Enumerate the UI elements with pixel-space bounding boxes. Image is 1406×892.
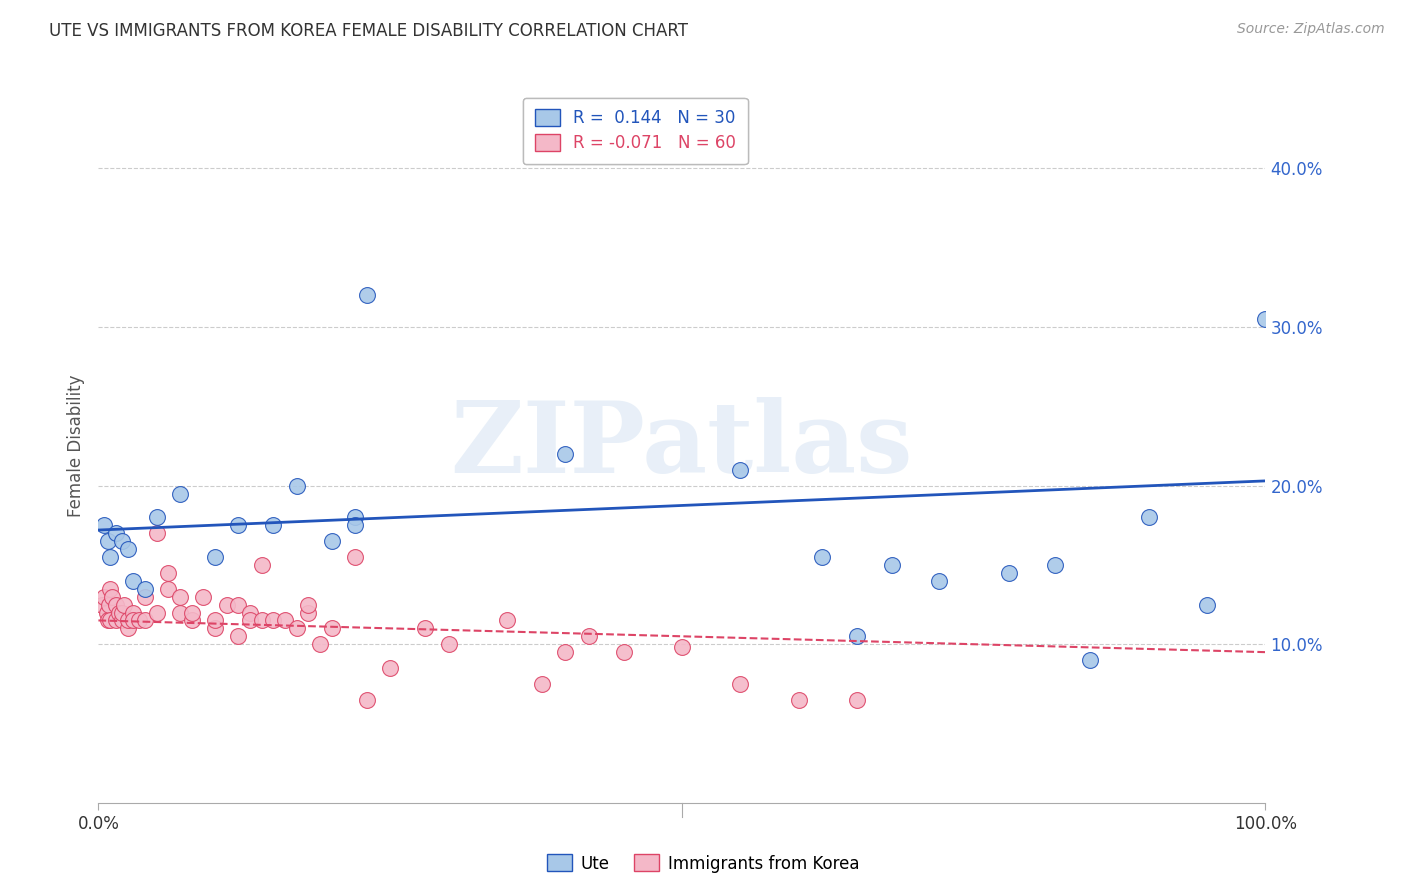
Point	[93, 518, 115, 533]
Point	[578, 629, 600, 643]
Point	[111, 606, 134, 620]
Point	[134, 590, 156, 604]
Point	[239, 606, 262, 620]
Point	[1254, 312, 1277, 326]
Point	[811, 549, 834, 564]
Point	[104, 526, 127, 541]
Point	[344, 549, 367, 564]
Y-axis label: Female Disability: Female Disability	[66, 375, 84, 517]
Point	[239, 614, 262, 628]
Point	[997, 566, 1019, 580]
Point	[297, 606, 319, 620]
Point	[169, 606, 191, 620]
Point	[104, 598, 127, 612]
Point	[228, 629, 250, 643]
Point	[1195, 598, 1218, 612]
Point	[228, 598, 250, 612]
Point	[262, 518, 284, 533]
Point	[122, 606, 145, 620]
Point	[530, 677, 553, 691]
Point	[274, 614, 297, 628]
Point	[97, 614, 120, 628]
Point	[97, 598, 120, 612]
Point	[90, 598, 112, 612]
Text: ZIPatlas: ZIPatlas	[451, 398, 912, 494]
Point	[98, 614, 121, 628]
Point	[554, 645, 576, 659]
Point	[180, 606, 202, 620]
Point	[97, 534, 120, 549]
Point	[730, 677, 752, 691]
Point	[98, 582, 121, 596]
Point	[204, 614, 226, 628]
Point	[180, 614, 202, 628]
Point	[134, 614, 156, 628]
Point	[928, 574, 950, 588]
Point	[787, 692, 810, 706]
Point	[117, 621, 139, 635]
Legend: R =  0.144   N = 30, R = -0.071   N = 60: R = 0.144 N = 30, R = -0.071 N = 60	[523, 97, 748, 164]
Point	[413, 621, 436, 635]
Point	[356, 288, 378, 302]
Point	[169, 590, 191, 604]
Point	[671, 640, 693, 655]
Point	[204, 549, 226, 564]
Point	[321, 621, 343, 635]
Point	[554, 447, 576, 461]
Point	[730, 463, 752, 477]
Point	[93, 590, 115, 604]
Point	[309, 637, 332, 651]
Point	[297, 598, 319, 612]
Point	[134, 582, 156, 596]
Point	[262, 614, 284, 628]
Point	[146, 526, 169, 541]
Point	[344, 510, 367, 524]
Point	[157, 582, 180, 596]
Point	[146, 510, 169, 524]
Point	[285, 478, 308, 492]
Point	[846, 629, 869, 643]
Point	[437, 637, 460, 651]
Point	[228, 518, 250, 533]
Point	[157, 566, 180, 580]
Text: UTE VS IMMIGRANTS FROM KOREA FEMALE DISABILITY CORRELATION CHART: UTE VS IMMIGRANTS FROM KOREA FEMALE DISA…	[49, 22, 688, 40]
Point	[880, 558, 903, 572]
Legend: Ute, Immigrants from Korea: Ute, Immigrants from Korea	[540, 847, 866, 880]
Point	[128, 614, 150, 628]
Point	[146, 606, 169, 620]
Point	[122, 574, 145, 588]
Point	[496, 614, 519, 628]
Text: Source: ZipAtlas.com: Source: ZipAtlas.com	[1237, 22, 1385, 37]
Point	[215, 598, 238, 612]
Point	[613, 645, 636, 659]
Point	[193, 590, 215, 604]
Point	[1137, 510, 1160, 524]
Point	[122, 614, 145, 628]
Point	[1080, 653, 1102, 667]
Point	[321, 534, 343, 549]
Point	[285, 621, 308, 635]
Point	[356, 692, 378, 706]
Point	[101, 590, 124, 604]
Point	[98, 549, 121, 564]
Point	[117, 614, 139, 628]
Point	[204, 621, 226, 635]
Point	[104, 614, 127, 628]
Point	[344, 518, 367, 533]
Point	[112, 598, 135, 612]
Point	[108, 606, 131, 620]
Point	[1045, 558, 1067, 572]
Point	[169, 486, 191, 500]
Point	[111, 534, 134, 549]
Point	[117, 542, 139, 557]
Point	[250, 614, 273, 628]
Point	[846, 692, 869, 706]
Point	[96, 606, 118, 620]
Point	[380, 661, 402, 675]
Point	[111, 614, 134, 628]
Point	[250, 558, 273, 572]
